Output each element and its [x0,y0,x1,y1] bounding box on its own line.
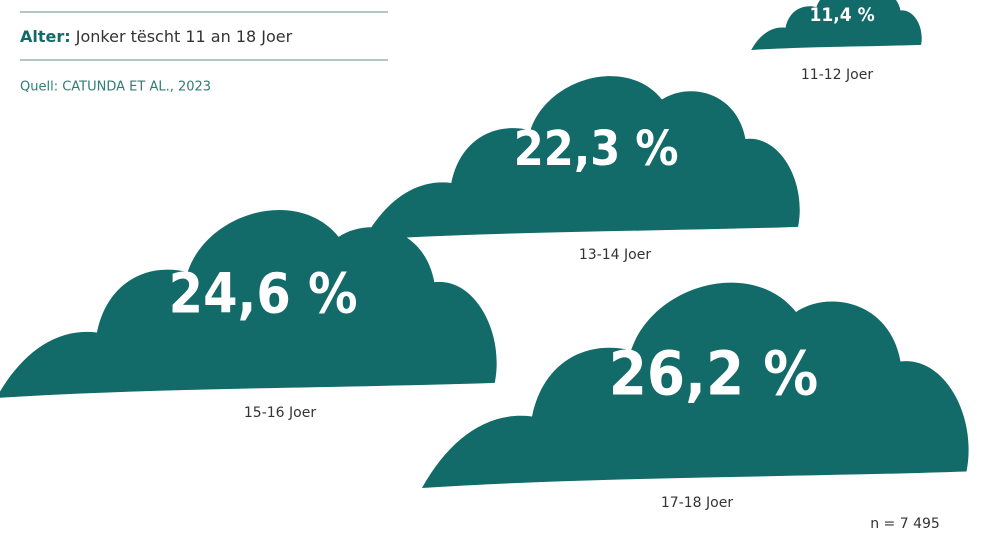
category-label: 11-12 Joer [801,67,873,83]
value-label: 22,3 % [514,121,679,177]
value-label: 11,4 % [810,4,875,26]
header-text: Jonker tëscht 11 an 18 Joer [75,27,293,46]
category-label: 17-18 Joer [661,495,733,511]
source: Quell: CATUNDA ET AL., 2023 [20,80,211,95]
header: Alter: Jonker tëscht 11 an 18 Joer [20,27,293,46]
sample-note: n = 7 495 [870,516,940,532]
chart: Alter: Jonker tëscht 11 an 18 Joer Quell… [0,0,986,542]
category-label: 15-16 Joer [244,405,316,421]
clouds: 11,4 % 11-12 Joer 22,3 % 13-14 Joer 24,6 % 15… [0,0,969,511]
header-label: Alter: [20,27,71,46]
category-label: 13-14 Joer [579,247,651,263]
value-label: 24,6 % [169,261,358,325]
value-label: 26,2 % [609,339,818,410]
